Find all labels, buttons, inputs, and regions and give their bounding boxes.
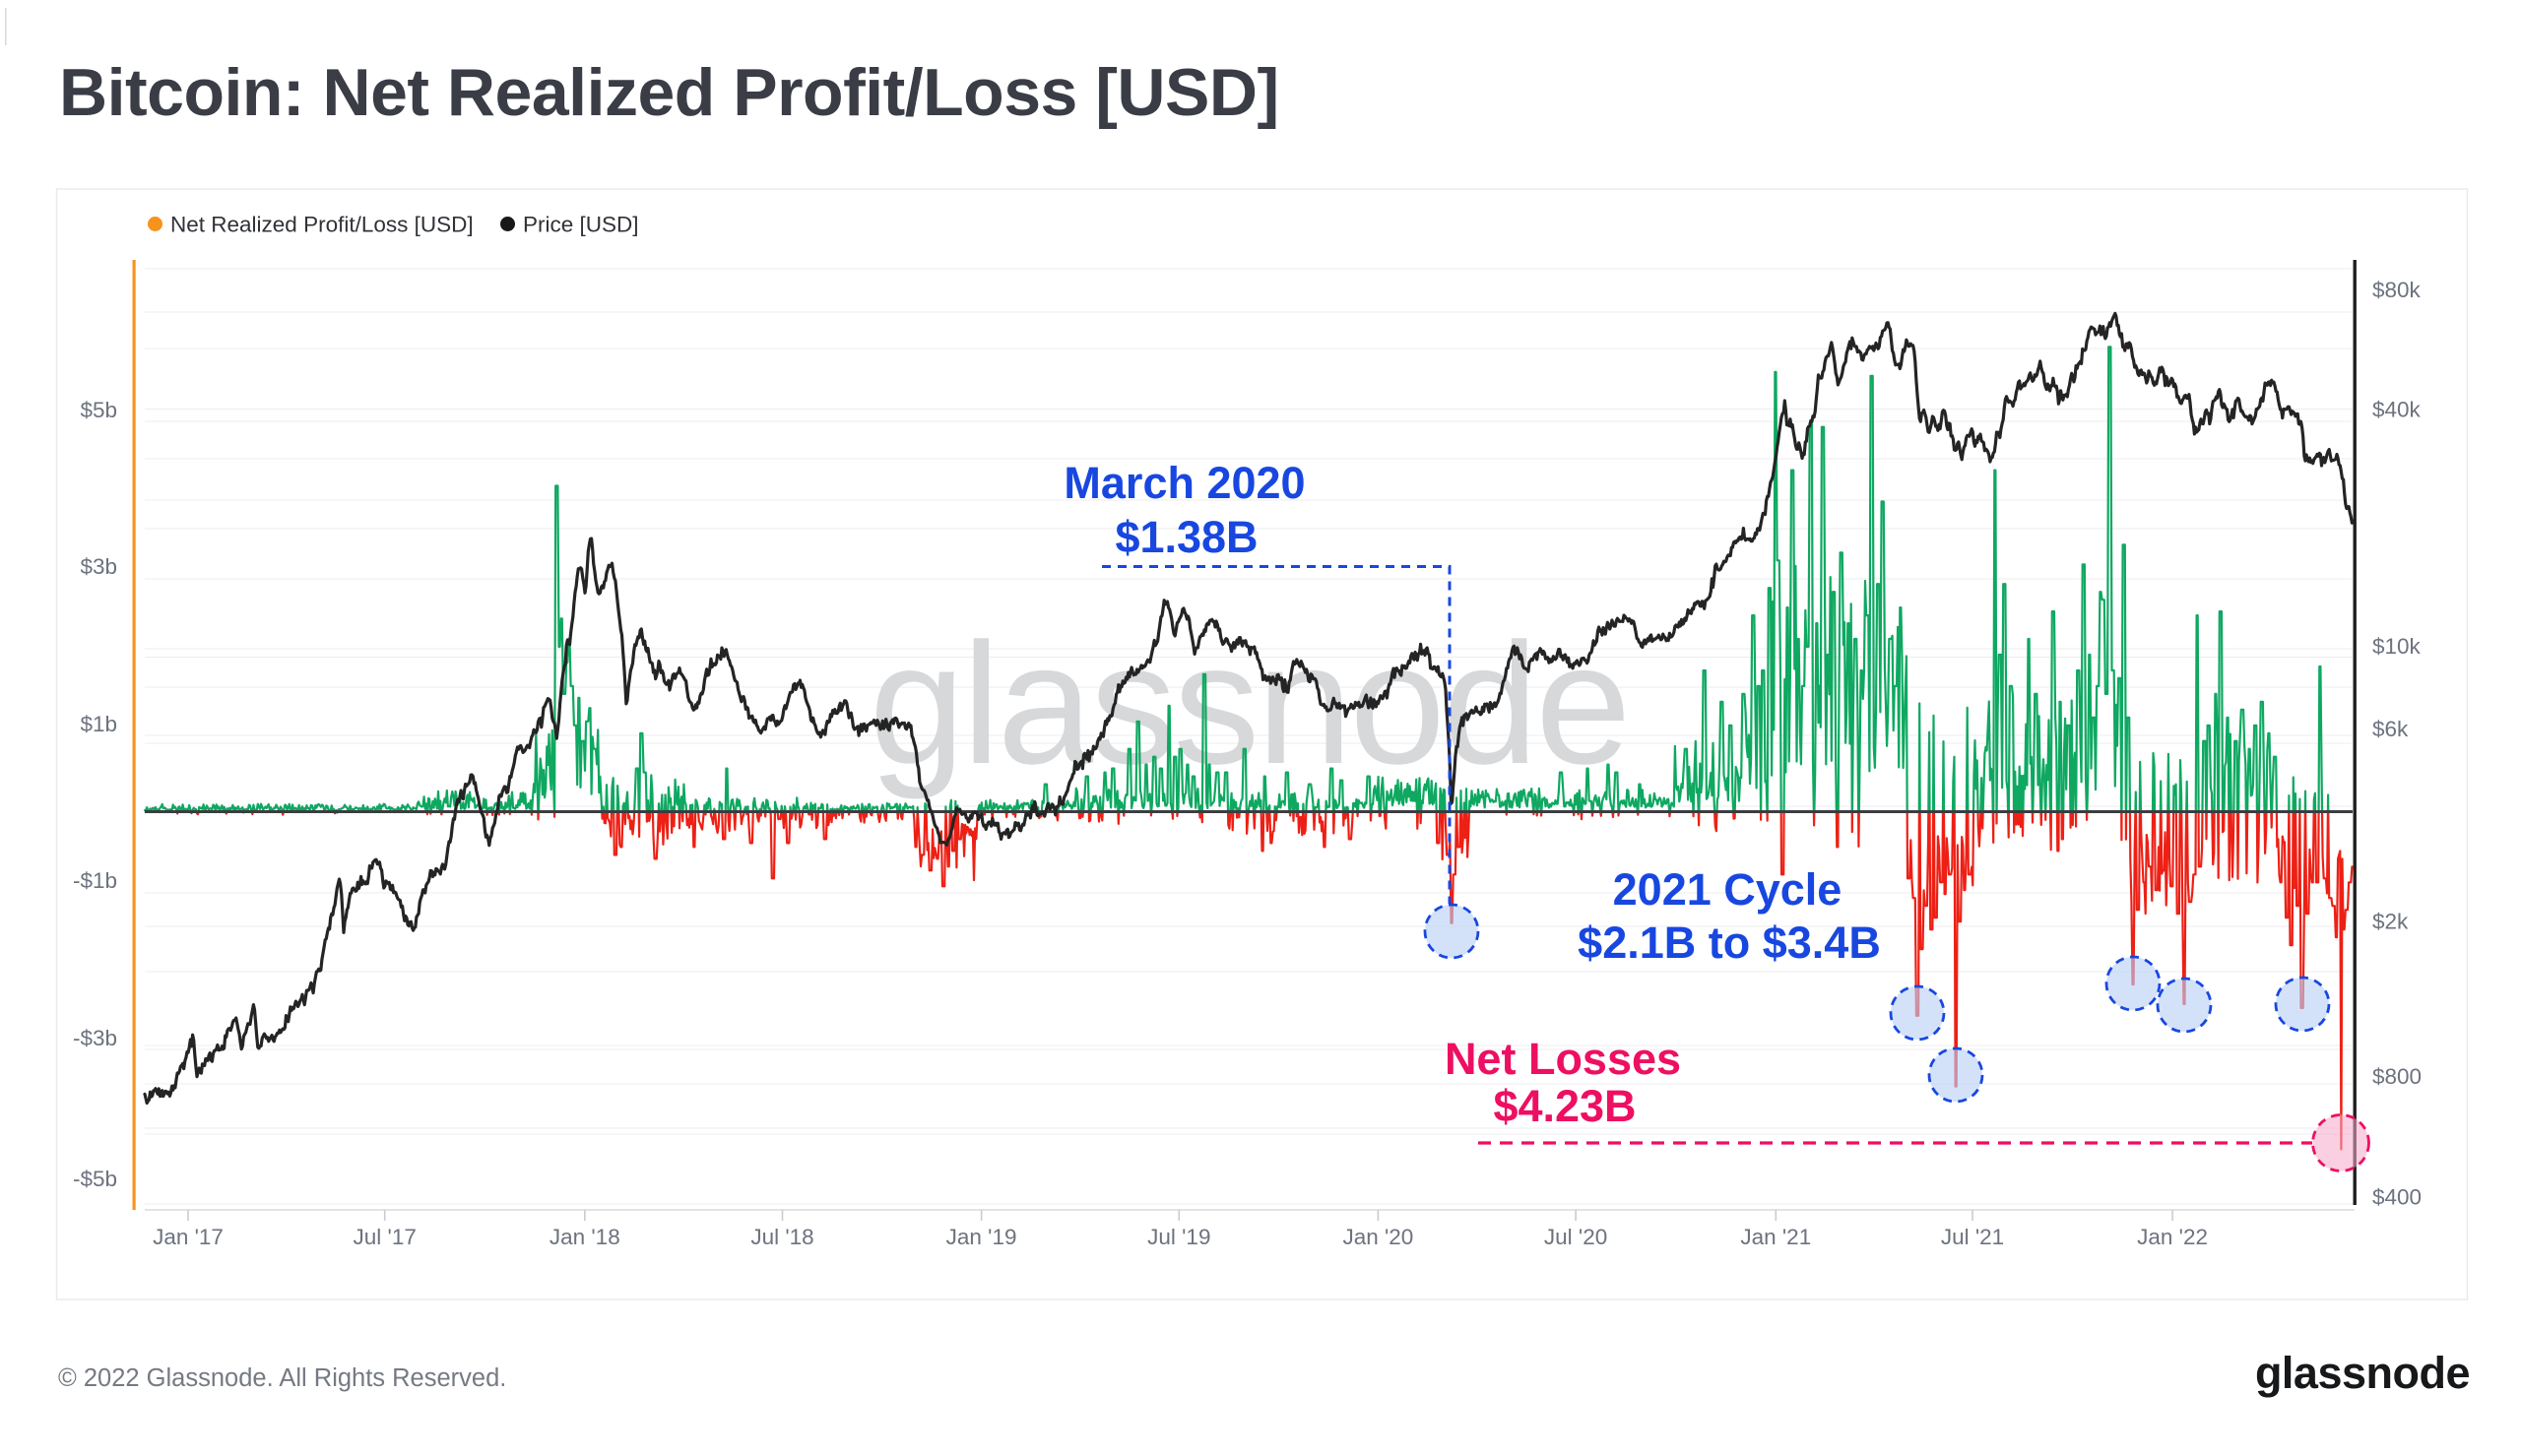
svg-text:$5b: $5b bbox=[80, 398, 117, 422]
svg-text:2021 Cycle: 2021 Cycle bbox=[1613, 864, 1842, 915]
svg-text:glassnode: glassnode bbox=[870, 608, 1629, 800]
svg-text:© 2022 Glassnode. All Rights R: © 2022 Glassnode. All Rights Reserved. bbox=[58, 1364, 506, 1392]
svg-text:$3b: $3b bbox=[80, 554, 117, 579]
svg-text:Bitcoin: Net Realized Profit/L: Bitcoin: Net Realized Profit/Loss [USD] bbox=[59, 55, 1279, 130]
svg-text:$800: $800 bbox=[2372, 1064, 2422, 1089]
svg-text:-$3b: -$3b bbox=[73, 1026, 117, 1050]
svg-text:Jan '22: Jan '22 bbox=[2137, 1225, 2208, 1249]
svg-text:Jan '17: Jan '17 bbox=[153, 1225, 224, 1249]
svg-text:-$5b: -$5b bbox=[73, 1167, 117, 1191]
svg-text:$400: $400 bbox=[2372, 1185, 2422, 1210]
svg-text:$10k: $10k bbox=[2372, 634, 2422, 659]
svg-text:Net Realized Profit/Loss [USD]: Net Realized Profit/Loss [USD] bbox=[170, 213, 474, 237]
svg-text:$1b: $1b bbox=[80, 712, 117, 736]
svg-text:$40k: $40k bbox=[2372, 398, 2422, 422]
svg-text:Jan '19: Jan '19 bbox=[946, 1225, 1017, 1249]
svg-text:Price [USD]: Price [USD] bbox=[523, 213, 639, 237]
svg-text:Jul '18: Jul '18 bbox=[750, 1225, 813, 1249]
svg-text:$2.1B to $3.4B: $2.1B to $3.4B bbox=[1578, 918, 1881, 968]
svg-text:glassnode: glassnode bbox=[2255, 1348, 2470, 1398]
svg-text:Jul '19: Jul '19 bbox=[1147, 1225, 1210, 1249]
svg-text:Jan '21: Jan '21 bbox=[1740, 1225, 1811, 1249]
svg-text:Net Losses: Net Losses bbox=[1445, 1034, 1681, 1084]
svg-text:$1.38B: $1.38B bbox=[1115, 512, 1258, 562]
svg-text:Jul '20: Jul '20 bbox=[1544, 1225, 1607, 1249]
svg-text:$2k: $2k bbox=[2372, 910, 2409, 934]
svg-text:$6k: $6k bbox=[2372, 717, 2409, 741]
svg-text:Jul '17: Jul '17 bbox=[354, 1225, 417, 1249]
svg-text:March 2020: March 2020 bbox=[1064, 458, 1305, 508]
svg-text:Jul '21: Jul '21 bbox=[1941, 1225, 2004, 1249]
svg-text:Jan '20: Jan '20 bbox=[1342, 1225, 1413, 1249]
svg-text:Jan '18: Jan '18 bbox=[549, 1225, 620, 1249]
svg-text:$4.23B: $4.23B bbox=[1493, 1081, 1636, 1131]
svg-text:-$1b: -$1b bbox=[73, 868, 117, 893]
svg-text:$80k: $80k bbox=[2372, 278, 2422, 302]
